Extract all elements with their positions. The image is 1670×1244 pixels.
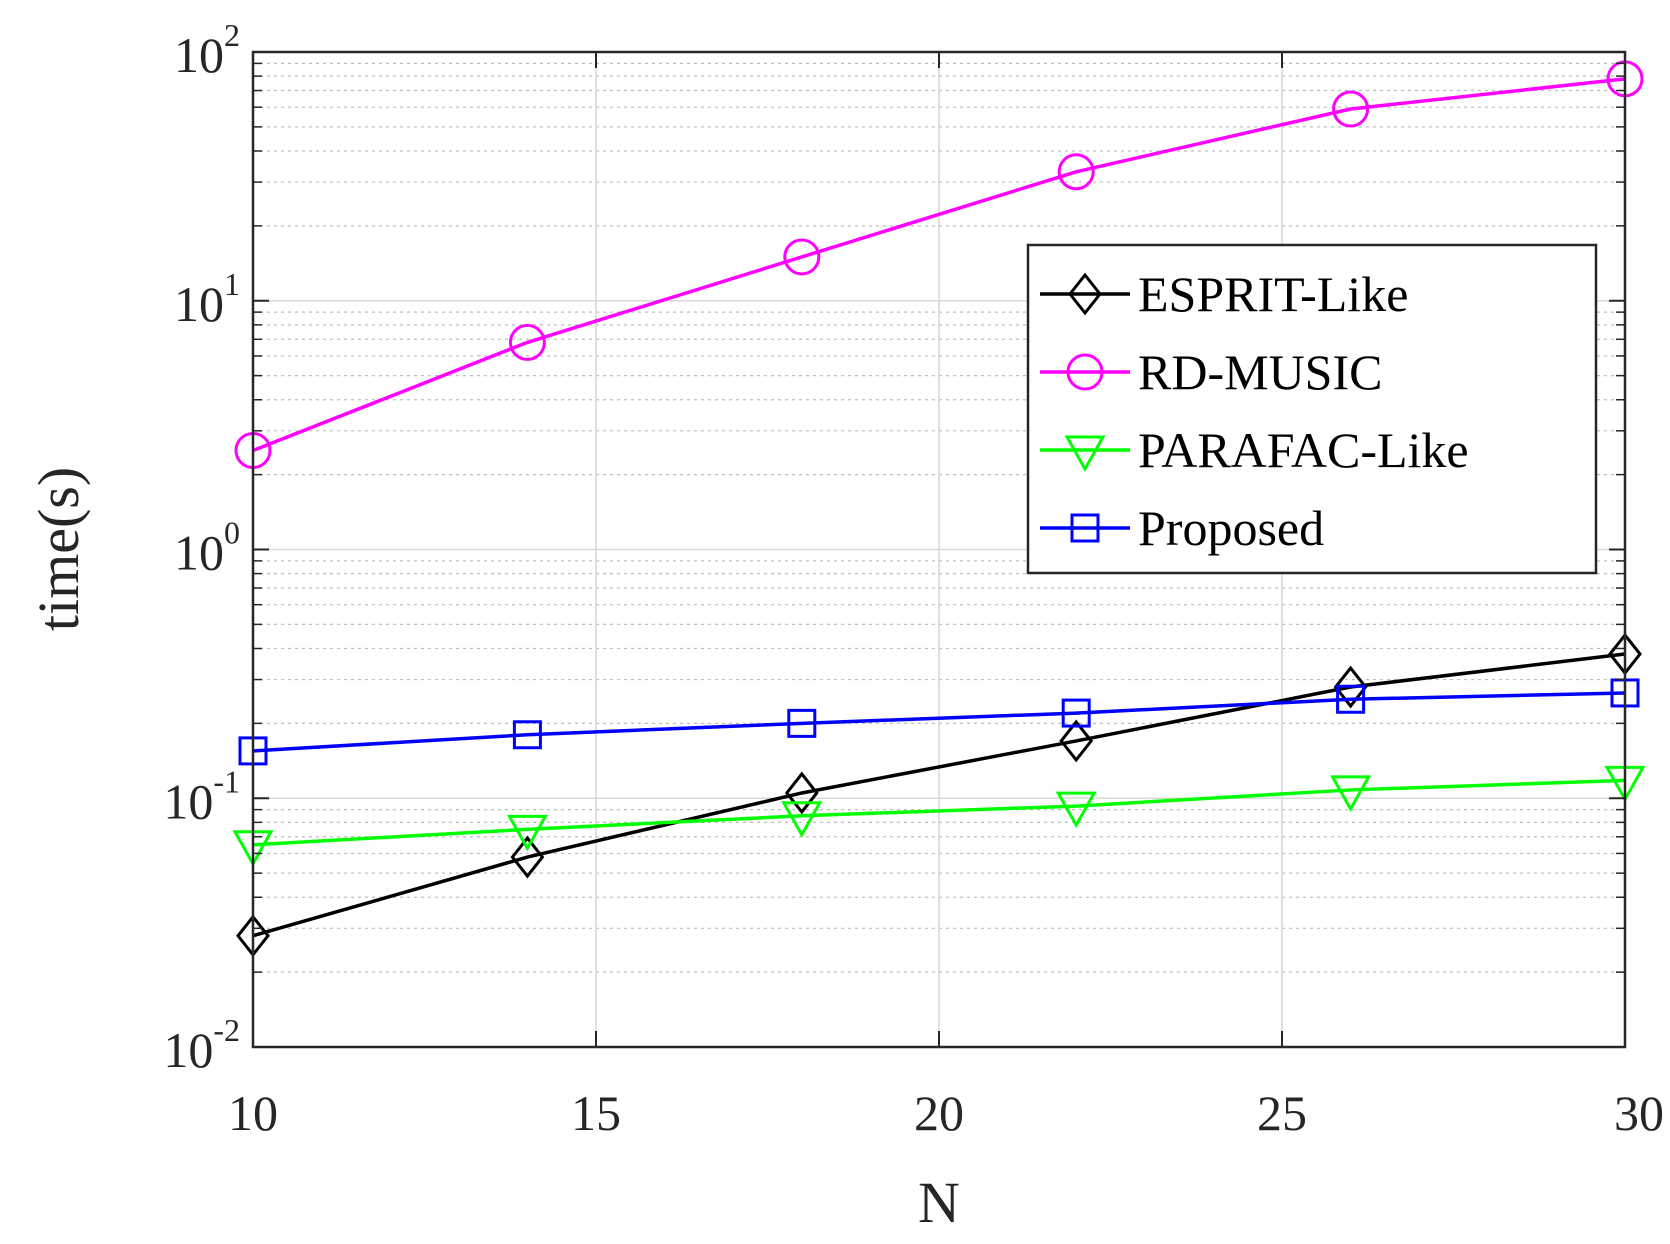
legend-marker-proposed [1070, 513, 1100, 543]
data-point-esprit-like [784, 771, 819, 815]
y-tick-label: 101 [174, 266, 240, 332]
y-tick-label: 100 [174, 515, 240, 581]
series-layer [232, 60, 1646, 958]
legend: ESPRIT-Like RD-MUSIC PARAFAC-Like Proposed [1026, 243, 1598, 575]
data-point-proposed [787, 708, 817, 738]
y-tick-label: 10-2 [163, 1012, 240, 1078]
x-tick-label: 15 [571, 1085, 621, 1141]
series-line-proposed [252, 691, 1626, 753]
ticks [252, 51, 1626, 1048]
x-tick-label: 10 [228, 1085, 278, 1141]
data-point-rd-music [1057, 153, 1095, 191]
data-point-esprit-like [1059, 719, 1094, 763]
x-tick-label: 20 [914, 1085, 964, 1141]
data-point-esprit-like [1333, 665, 1368, 709]
data-point-parafac-like [781, 801, 823, 838]
series-rd-music [234, 60, 1644, 470]
data-point-parafac-like [506, 814, 548, 852]
x-tick-label: 30 [1614, 1085, 1664, 1141]
data-point-esprit-like [510, 835, 545, 879]
legend-label-rd-music: RD-MUSIC [1138, 344, 1382, 400]
data-point-parafac-like [1330, 775, 1372, 812]
y-tick-label: 10-1 [163, 763, 240, 829]
series-line-rd-music [252, 77, 1626, 453]
legend-label-parafac-like: PARAFAC-Like [1138, 422, 1469, 478]
x-tick-label: 25 [1257, 1085, 1307, 1141]
legend-label-esprit-like: ESPRIT-Like [1138, 266, 1408, 322]
y-axis-label: time(s) [26, 467, 91, 631]
series-line-esprit-like [252, 652, 1626, 938]
legend-marker-parafac-like [1064, 435, 1106, 473]
data-point-rd-music [508, 323, 546, 361]
legend-marker-esprit-like [1068, 272, 1102, 316]
series-line-parafac-like [252, 778, 1626, 847]
y-tick-label: 102 [174, 17, 240, 83]
data-point-proposed [512, 720, 542, 750]
tick-labels: 10-2 10-1 100 101 102 10 15 20 25 30 [163, 17, 1664, 1141]
data-point-rd-music [783, 238, 821, 276]
series-proposed [238, 678, 1640, 766]
legend-marker-rd-music [1066, 353, 1104, 391]
x-axis-label: N [918, 1170, 960, 1235]
legend-label-proposed: Proposed [1138, 500, 1324, 556]
data-point-rd-music [1332, 90, 1370, 128]
legend-box [1026, 243, 1598, 575]
data-point-parafac-like [1055, 791, 1097, 829]
data-point-proposed [1336, 684, 1366, 714]
data-point-proposed [1061, 698, 1091, 728]
